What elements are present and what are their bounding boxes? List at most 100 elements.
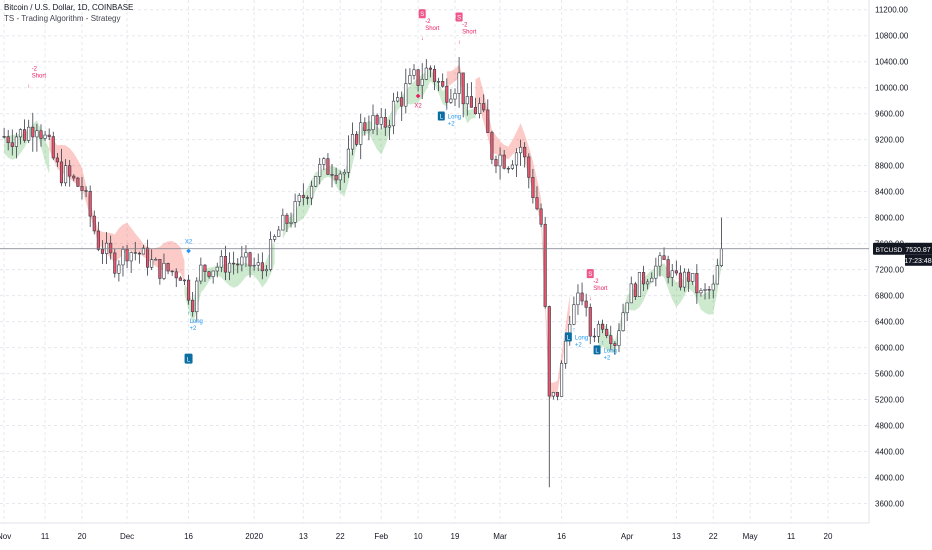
candle[interactable] (539, 203, 543, 228)
candle[interactable] (461, 72, 465, 118)
candle[interactable] (105, 231, 109, 264)
candle[interactable] (666, 255, 670, 284)
candle[interactable] (379, 108, 383, 130)
candle[interactable] (23, 119, 27, 143)
candle[interactable] (572, 296, 576, 326)
candle[interactable] (88, 185, 92, 228)
candle[interactable] (478, 97, 482, 119)
candle[interactable] (174, 268, 178, 288)
candle[interactable] (469, 82, 473, 108)
candle[interactable] (96, 221, 100, 252)
candle[interactable] (396, 91, 400, 103)
candle[interactable] (650, 272, 654, 283)
candle[interactable] (293, 193, 297, 228)
candle[interactable] (199, 257, 203, 285)
candle[interactable] (437, 77, 441, 92)
candle[interactable] (346, 135, 350, 178)
candle[interactable] (2, 128, 6, 139)
candle[interactable] (55, 152, 59, 167)
candle[interactable] (182, 279, 187, 286)
candle[interactable] (576, 284, 580, 315)
candle[interactable] (441, 73, 445, 88)
candle[interactable] (252, 257, 256, 271)
candle[interactable] (719, 217, 724, 268)
candle[interactable] (506, 166, 510, 174)
candle[interactable] (420, 63, 424, 100)
candle[interactable] (191, 291, 195, 317)
candle[interactable] (502, 149, 506, 170)
candle[interactable] (301, 183, 305, 206)
candle[interactable] (523, 142, 527, 168)
candle[interactable] (617, 323, 621, 353)
candle[interactable] (449, 88, 453, 104)
candle[interactable] (232, 251, 236, 275)
candle[interactable] (314, 176, 318, 188)
candle[interactable] (330, 163, 334, 188)
candle[interactable] (580, 282, 584, 306)
time-axis[interactable]: Nov 11 20 Dec 16 2020 13 22 Feb 10 19 Mar 16 Apr 13 22 M… (0, 532, 833, 541)
candle[interactable] (100, 240, 105, 265)
candle[interactable] (473, 97, 478, 115)
candle[interactable] (596, 320, 601, 343)
candle[interactable] (195, 277, 199, 323)
candle[interactable] (682, 268, 687, 292)
candle[interactable] (285, 212, 289, 232)
candle[interactable] (633, 281, 637, 301)
candle[interactable] (711, 274, 715, 299)
candle[interactable] (43, 130, 47, 141)
candle[interactable] (412, 64, 416, 80)
candle[interactable] (490, 130, 494, 165)
candle[interactable] (264, 265, 269, 277)
candle[interactable] (170, 270, 174, 276)
candle[interactable] (109, 235, 113, 260)
candle[interactable] (68, 160, 72, 187)
candle[interactable] (363, 117, 367, 136)
candle[interactable] (268, 231, 273, 272)
candle[interactable] (547, 305, 551, 488)
candle[interactable] (637, 272, 642, 298)
candle[interactable] (658, 252, 662, 277)
candle[interactable] (498, 147, 502, 180)
candle[interactable] (646, 278, 650, 290)
candle[interactable] (6, 130, 10, 151)
candle[interactable] (260, 252, 264, 280)
candle[interactable] (10, 129, 14, 156)
candle[interactable] (551, 391, 555, 400)
candle[interactable] (457, 57, 461, 108)
candle[interactable] (14, 132, 18, 159)
candle[interactable] (162, 253, 166, 281)
candle[interactable] (482, 94, 486, 113)
candle[interactable] (240, 246, 244, 272)
candle[interactable] (416, 68, 420, 92)
candle[interactable] (318, 157, 322, 185)
candle[interactable] (584, 293, 588, 317)
candle[interactable] (527, 153, 531, 189)
candle[interactable] (375, 113, 379, 136)
candle[interactable] (166, 262, 170, 275)
candle[interactable] (133, 241, 137, 261)
candle[interactable] (305, 195, 309, 205)
candle[interactable] (359, 113, 363, 160)
candle[interactable] (76, 176, 80, 188)
candle[interactable] (92, 210, 96, 235)
candle[interactable] (256, 253, 260, 272)
candle[interactable] (137, 251, 141, 264)
candle[interactable] (588, 303, 592, 345)
candle[interactable] (326, 153, 330, 175)
candle[interactable] (309, 180, 314, 206)
candle[interactable] (453, 88, 457, 107)
candle[interactable] (322, 157, 326, 171)
candle[interactable] (80, 177, 84, 200)
candle[interactable] (715, 258, 719, 285)
candle[interactable] (64, 159, 68, 187)
candle[interactable] (367, 115, 371, 141)
candle[interactable] (186, 274, 191, 305)
candle[interactable] (519, 139, 523, 166)
candle[interactable] (424, 59, 428, 81)
candle[interactable] (625, 302, 629, 322)
candle[interactable] (703, 283, 707, 300)
candle[interactable] (277, 226, 281, 237)
candle[interactable] (371, 104, 375, 134)
candle[interactable] (39, 124, 43, 147)
candle[interactable] (113, 249, 117, 278)
